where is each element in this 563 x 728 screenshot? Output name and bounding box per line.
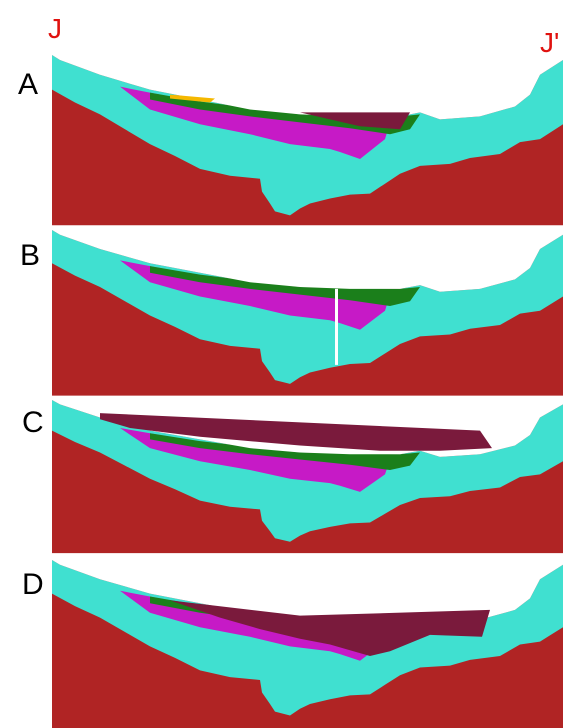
panel-a — [40, 50, 563, 229]
panel-c — [40, 395, 563, 554]
panel-label: C — [22, 406, 44, 439]
section-start: J — [48, 13, 62, 44]
panel-label: B — [20, 239, 40, 272]
panel-b — [40, 225, 563, 397]
panel-label: A — [18, 68, 38, 101]
section-end: J' — [540, 27, 559, 58]
panel-label: D — [22, 568, 44, 601]
panel-d — [40, 555, 563, 728]
